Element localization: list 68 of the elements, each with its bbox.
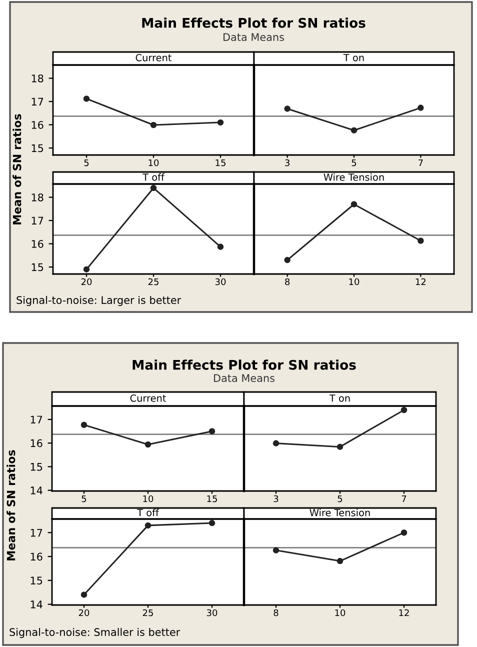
chart-title: Current bbox=[130, 394, 166, 402]
y-tick-label: 14 bbox=[30, 600, 42, 608]
chart-title: Current bbox=[136, 54, 172, 62]
x-tick-label: 3 bbox=[285, 159, 290, 166]
x-tick-label: 15 bbox=[216, 159, 226, 166]
point bbox=[150, 122, 157, 128]
x-tick-label: 10 bbox=[148, 159, 159, 166]
y-tick-label: 18 bbox=[32, 74, 44, 82]
chart-title: T off bbox=[142, 173, 165, 181]
text: Signal-to-noise: Larger is better bbox=[16, 296, 182, 306]
x-tick-label: 5 bbox=[84, 159, 89, 166]
point bbox=[217, 119, 224, 126]
x-tick-label: 10 bbox=[349, 278, 360, 286]
chart-title: Wire Tension bbox=[324, 173, 384, 181]
y-tick-label: 16 bbox=[32, 120, 44, 129]
x-tick-label: 5 bbox=[338, 495, 342, 502]
chart-title: T on bbox=[343, 54, 364, 62]
point bbox=[144, 522, 152, 529]
x-tick-label: 15 bbox=[207, 495, 217, 502]
point bbox=[80, 592, 88, 598]
y-tick-label: 15 bbox=[30, 463, 42, 471]
chart-title: Wire Tension bbox=[310, 508, 370, 516]
x-tick-label: 20 bbox=[81, 278, 92, 286]
x-tick-label: 25 bbox=[148, 278, 158, 286]
chart-title: T off bbox=[137, 508, 160, 516]
text: Main Effects Plot for SN ratios bbox=[142, 18, 366, 28]
y-tick-label: 17 bbox=[32, 216, 44, 224]
point bbox=[208, 428, 216, 434]
x-tick-label: 3 bbox=[274, 495, 278, 502]
point bbox=[217, 244, 224, 250]
x-tick-label: 30 bbox=[215, 278, 226, 286]
text: Main Effects Plot for SN ratios bbox=[132, 360, 356, 370]
text: Signal-to-noise: Smaller is better bbox=[10, 628, 180, 638]
text: Mean of SN ratios bbox=[6, 450, 16, 560]
x-tick-label: 30 bbox=[206, 609, 218, 616]
y-tick-label: 15 bbox=[32, 263, 44, 272]
x-tick-label: 5 bbox=[82, 495, 86, 502]
x-tick-label: 5 bbox=[352, 159, 356, 166]
x-tick-label: 20 bbox=[78, 609, 90, 616]
y-tick-label: 17 bbox=[30, 416, 42, 424]
point bbox=[83, 96, 90, 102]
x-tick-label: 25 bbox=[142, 609, 153, 616]
y-tick-label: 16 bbox=[30, 552, 42, 561]
x-tick-label: 12 bbox=[416, 278, 426, 286]
y-tick-label: 18 bbox=[32, 193, 44, 202]
y-tick-label: 16 bbox=[32, 240, 44, 248]
x-tick-label: 7 bbox=[402, 495, 406, 502]
x-tick-label: 8 bbox=[274, 609, 278, 616]
y-tick-label: 14 bbox=[30, 486, 42, 494]
y-tick-label: 15 bbox=[32, 144, 44, 152]
chart-title: T on bbox=[329, 394, 350, 402]
point bbox=[144, 441, 152, 448]
y-tick-label: 17 bbox=[32, 98, 44, 106]
point bbox=[80, 422, 88, 428]
x-tick-label: 8 bbox=[285, 278, 290, 286]
point bbox=[150, 184, 157, 192]
x-tick-label: 10 bbox=[143, 495, 154, 502]
text: Data Means bbox=[214, 374, 274, 382]
point bbox=[83, 266, 90, 272]
x-tick-label: 10 bbox=[335, 609, 346, 616]
y-tick-label: 16 bbox=[30, 439, 42, 448]
x-tick-label: 12 bbox=[399, 609, 409, 616]
text: Mean of SN ratios bbox=[12, 114, 22, 224]
y-tick-label: 17 bbox=[30, 528, 42, 537]
text: Data Means bbox=[224, 33, 284, 42]
point bbox=[208, 520, 216, 526]
x-tick-label: 7 bbox=[418, 159, 423, 166]
y-tick-label: 15 bbox=[30, 576, 42, 584]
